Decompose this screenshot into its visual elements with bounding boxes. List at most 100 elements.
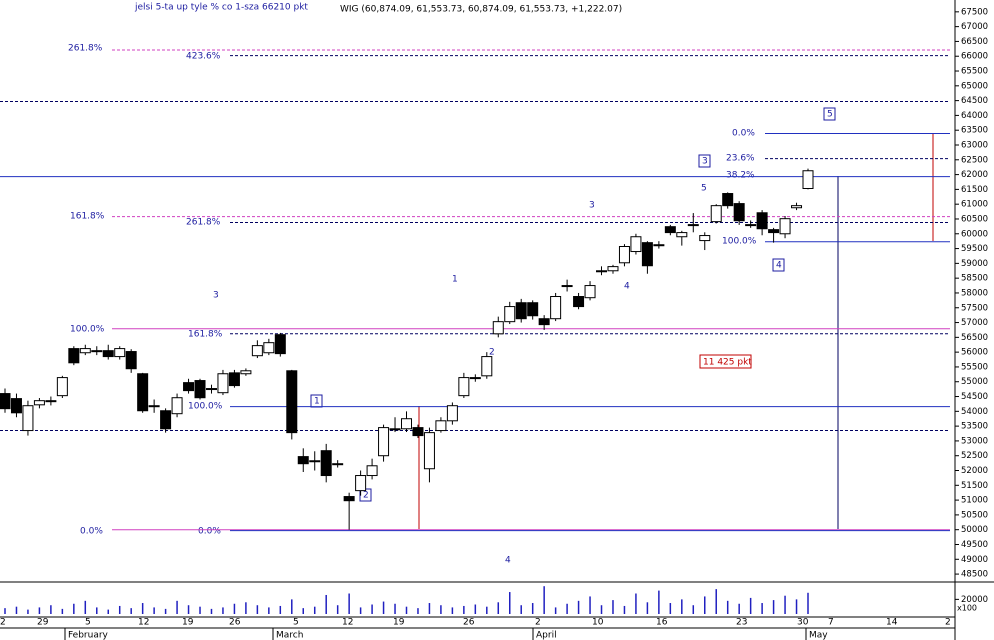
chart-subtitle: WIG (60,874.09, 61,553.73, 60,874.09, 61… (340, 5, 622, 15)
candle-body (114, 348, 126, 358)
candle-body (320, 450, 332, 477)
candle-body (56, 377, 68, 397)
fib-label: 161.8% (188, 330, 223, 340)
fib-label: 261.8% (186, 218, 221, 228)
candle-body (618, 246, 630, 264)
wave-label: 1 (452, 275, 458, 285)
candle-body (125, 351, 137, 370)
candle-body (423, 432, 435, 470)
wave-label: 3 (702, 157, 708, 167)
wave-label: 5 (827, 110, 833, 120)
date-label: 14 (886, 618, 898, 628)
date-label: 19 (182, 618, 194, 628)
candle-body (10, 398, 22, 414)
fib-label: 261.8% (68, 44, 103, 54)
candle-body (699, 235, 711, 242)
candle-body (538, 318, 550, 326)
wave-label: 5 (701, 184, 707, 194)
month-label: May (809, 631, 828, 640)
candle-body (641, 242, 653, 267)
chart-title: jelsi 5-ta up tyle % co 1-sza 66210 pkt (134, 3, 308, 13)
y-tick-label: 57500 (961, 303, 988, 313)
fib-label: 0.0% (198, 527, 221, 537)
date-label: 26 (463, 618, 475, 628)
date-label: 26 (229, 618, 241, 628)
y-tick-label: 50000 (961, 525, 988, 535)
candle-body (171, 397, 183, 415)
date-label: 16 (656, 618, 668, 628)
y-tick-label: 58500 (961, 274, 988, 284)
candle-body (309, 460, 321, 463)
fib-label: 161.8% (70, 212, 105, 222)
date-label: 29 (37, 618, 49, 628)
candle-body (596, 270, 608, 273)
candle-body (745, 224, 757, 227)
candle-body (33, 400, 45, 406)
candle-body (469, 377, 481, 380)
candle-body (664, 226, 676, 234)
date-label: 23 (736, 618, 747, 628)
candle-body (263, 342, 275, 354)
candle-body (481, 356, 493, 377)
y-tick-label: 59500 (961, 244, 988, 254)
candle-body (573, 296, 585, 308)
label-box (698, 154, 711, 168)
candle-body (561, 285, 573, 288)
y-tick-label: 61500 (961, 185, 988, 195)
candle-body (183, 382, 195, 392)
fib-label: 423.6% (186, 52, 221, 62)
candle-body (779, 218, 791, 235)
y-tick-label: 66000 (961, 52, 988, 62)
date-label: 12 (138, 618, 149, 628)
candle-body (435, 420, 447, 432)
candle-body (0, 393, 11, 410)
candle-body (401, 418, 412, 430)
y-tick-label: 64000 (961, 111, 988, 121)
candle-body (504, 306, 516, 323)
volume-unit: x100 (957, 604, 977, 613)
wave-label: 4 (776, 261, 782, 271)
y-tick-label: 51000 (961, 496, 988, 506)
y-tick-label: 58000 (961, 288, 988, 298)
wave-label: 2 (489, 348, 495, 358)
month-label: March (276, 631, 303, 640)
y-tick-label: 50500 (961, 510, 988, 520)
date-label: 10 (592, 618, 604, 628)
candle-body (446, 405, 458, 422)
y-tick-label: 60000 (961, 229, 988, 239)
label-box (699, 354, 752, 369)
candle-body (722, 193, 734, 207)
y-tick-label: 48500 (961, 570, 988, 580)
candle-body (550, 296, 562, 320)
candle-body (343, 496, 355, 502)
label-box (772, 258, 785, 272)
y-tick-label: 65500 (961, 67, 988, 77)
candle-body (45, 400, 57, 403)
fib-label: 100.0% (188, 402, 223, 412)
y-tick-label: 57000 (961, 318, 988, 328)
y-tick-label: 53500 (961, 422, 988, 432)
fib-label: 38.2% (726, 171, 755, 181)
date-label: 19 (393, 618, 405, 628)
range-label: 11 425 pkt (703, 358, 752, 368)
date-label: 5 (293, 618, 299, 628)
candle-body (412, 427, 424, 437)
y-tick-label: 67000 (961, 22, 988, 32)
wave-label: 1 (314, 397, 320, 407)
date-label: 12 (342, 618, 353, 628)
wave-label: 3 (589, 201, 595, 211)
candle-body (228, 372, 240, 387)
candle-body (102, 350, 114, 358)
y-tick-label: 66500 (961, 37, 988, 47)
y-tick-label: 49500 (961, 540, 988, 550)
candle-body (91, 350, 103, 353)
y-tick-label: 55000 (961, 377, 988, 387)
date-label: 2 (535, 618, 541, 628)
candle-body (148, 405, 160, 408)
y-tick-label: 65000 (961, 81, 988, 91)
candle-body (389, 428, 401, 431)
candle-body (527, 302, 539, 317)
candle-body (274, 334, 286, 355)
candle-body (676, 232, 688, 238)
